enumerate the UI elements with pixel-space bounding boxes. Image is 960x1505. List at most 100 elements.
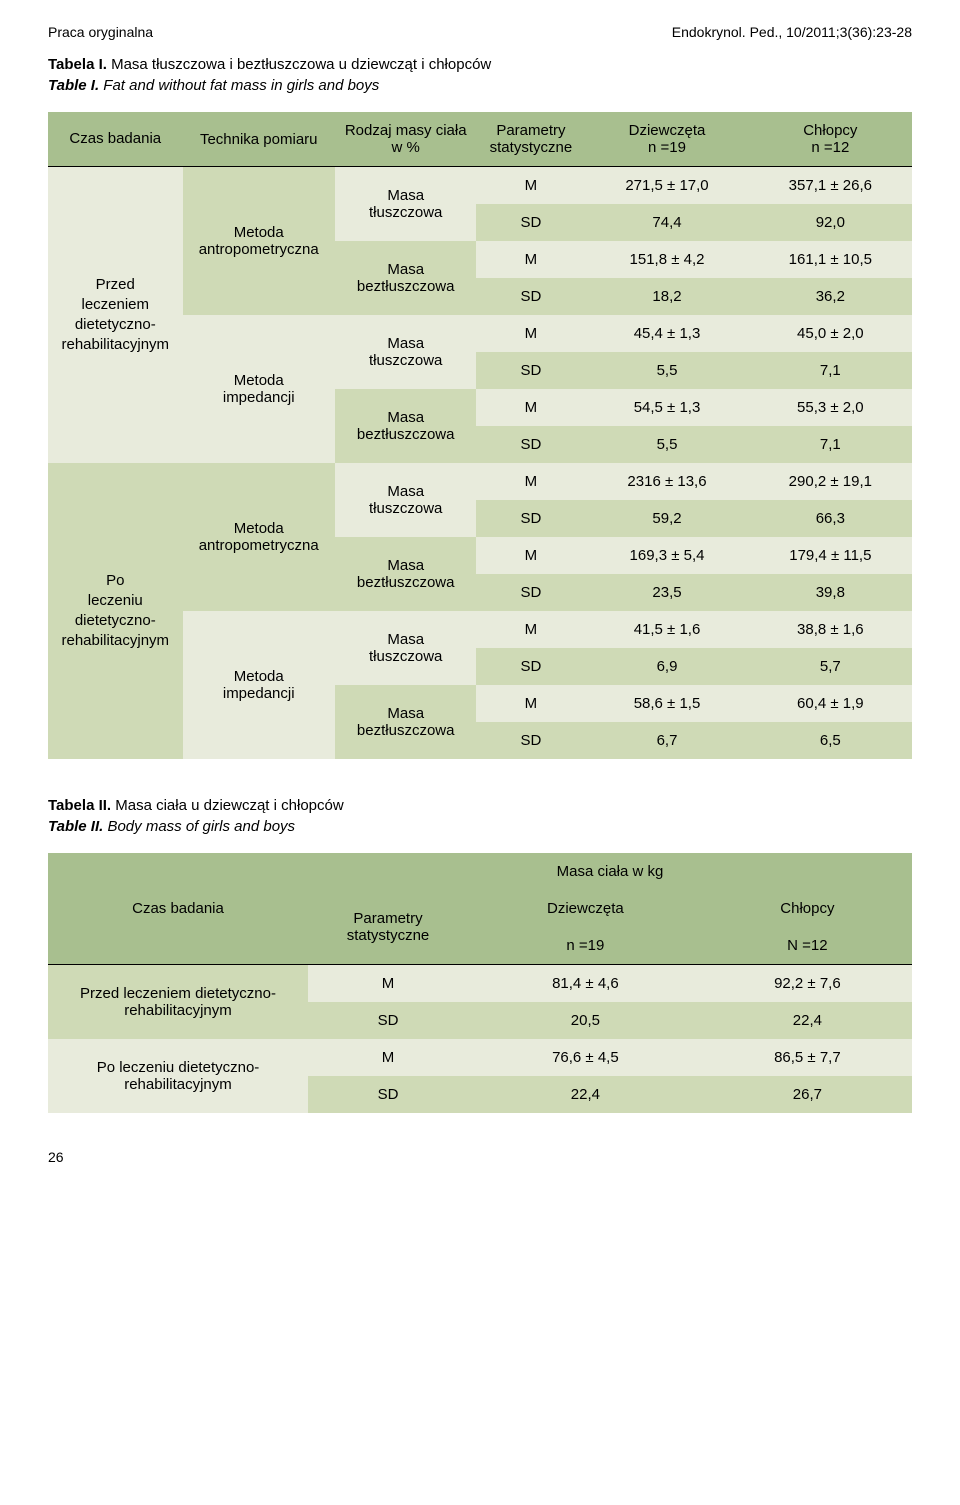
cell-val: 6,5 [749, 722, 912, 759]
th-dz-l1: Dziewczęta [629, 122, 706, 139]
cell-SD: SD [476, 278, 585, 315]
cell-SD: SD [476, 500, 585, 537]
th-dz: Dziewczęta n =19 [585, 112, 748, 167]
cell-M: M [476, 241, 585, 278]
lbl: dietetyczno- [75, 316, 156, 333]
table2-header-row1: Czas badania Masa ciała w kg [48, 853, 912, 890]
lbl: Masa [387, 631, 424, 648]
table1-header-row: Czas badania Technika pomiaru Rodzaj mas… [48, 112, 912, 167]
cell-M: M [308, 965, 468, 1003]
cell-val: 59,2 [585, 500, 748, 537]
cell-metoda-antro: Metoda antropometryczna [183, 463, 335, 611]
cell-val: 6,7 [585, 722, 748, 759]
table1-caption-en-rest: Fat and without fat mass in girls and bo… [99, 77, 379, 94]
cell-val: 45,0 ± 2,0 [749, 315, 912, 352]
lbl: beztłuszczowa [357, 722, 455, 739]
lbl: tłuszczowa [369, 204, 442, 221]
header-left: Praca oryginalna [48, 24, 153, 40]
th-dz-n: n =19 [468, 927, 703, 965]
header-right: Endokrynol. Ped., 10/2011;3(36):23-28 [672, 24, 912, 40]
lbl: impedancji [223, 685, 295, 702]
cell-val: 357,1 ± 26,6 [749, 167, 912, 205]
lbl: leczeniu [88, 592, 143, 609]
cell-val: 76,6 ± 4,5 [468, 1039, 703, 1076]
cell-val: 271,5 ± 17,0 [585, 167, 748, 205]
cell-SD: SD [476, 204, 585, 241]
lbl: Metoda [234, 520, 284, 537]
table2-caption-rest: Masa ciała u dziewcząt i chłopców [111, 797, 344, 814]
cell-val: 2316 ± 13,6 [585, 463, 748, 500]
th-czas: Czas badania [48, 853, 308, 965]
table2-caption: Tabela II. Masa ciała u dziewcząt i chło… [48, 795, 912, 837]
cell-przed: Przed leczeniem dietetyczno- rehabilitac… [48, 167, 183, 464]
th-ch-l1: Chłopcy [803, 122, 857, 139]
cell-val: 38,8 ± 1,6 [749, 611, 912, 648]
cell-val: 20,5 [468, 1002, 703, 1039]
cell-M: M [308, 1039, 468, 1076]
lbl: leczeniem [81, 296, 149, 313]
lbl: Masa [387, 483, 424, 500]
cell-val: 26,7 [703, 1076, 912, 1113]
th-ch: Chłopcy n =12 [749, 112, 912, 167]
cell-val: 169,3 ± 5,4 [585, 537, 748, 574]
th-rodzaj-l1: Rodzaj masy ciała [345, 122, 467, 139]
cell-val: 60,4 ± 1,9 [749, 685, 912, 722]
lbl: rehabilitacyjnym [124, 1002, 232, 1019]
lbl: beztłuszczowa [357, 426, 455, 443]
cell-SD: SD [476, 648, 585, 685]
cell-val: 58,6 ± 1,5 [585, 685, 748, 722]
cell-SD: SD [476, 426, 585, 463]
page-number: 26 [48, 1149, 912, 1165]
lbl: dietetyczno- [75, 612, 156, 629]
cell-masa-bz: Masa beztłuszczowa [335, 685, 477, 759]
cell-przed: Przed leczeniem dietetyczno- rehabilitac… [48, 965, 308, 1040]
cell-masa-tl: Masa tłuszczowa [335, 463, 477, 537]
cell-val: 92,2 ± 7,6 [703, 965, 912, 1003]
lbl: Przed [96, 276, 135, 293]
th-masaciala: Masa ciała w kg [308, 853, 912, 890]
cell-masa-tl: Masa tłuszczowa [335, 167, 477, 242]
cell-val: 161,1 ± 10,5 [749, 241, 912, 278]
cell-val: 22,4 [468, 1076, 703, 1113]
th-rodzaj: Rodzaj masy ciała w % [335, 112, 477, 167]
lbl: Masa [387, 557, 424, 574]
th-rodzaj-l2: w % [392, 139, 420, 156]
cell-masa-bz: Masa beztłuszczowa [335, 537, 477, 611]
cell-val: 290,2 ± 19,1 [749, 463, 912, 500]
cell-val: 55,3 ± 2,0 [749, 389, 912, 426]
lbl: rehabilitacyjnym [124, 1076, 232, 1093]
cell-po: Po leczeniu dietetyczno- rehabilitacyjny… [48, 1039, 308, 1113]
cell-SD: SD [476, 352, 585, 389]
cell-val: 7,1 [749, 426, 912, 463]
cell-SD: SD [476, 722, 585, 759]
cell-masa-tl: Masa tłuszczowa [335, 315, 477, 389]
cell-masa-bz: Masa beztłuszczowa [335, 389, 477, 463]
cell-po: Po leczeniu dietetyczno- rehabilitacyjny… [48, 463, 183, 759]
lbl: rehabilitacyjnym [61, 632, 169, 649]
lbl: Masa [387, 187, 424, 204]
cell-SD: SD [476, 574, 585, 611]
cell-val: 5,5 [585, 426, 748, 463]
table1-caption-bold: Tabela I. [48, 56, 107, 73]
th-param-l1: Parametry [496, 122, 565, 139]
th-ch-n: N =12 [703, 927, 912, 965]
cell-val: 22,4 [703, 1002, 912, 1039]
cell-val: 39,8 [749, 574, 912, 611]
lbl: Metoda [234, 668, 284, 685]
lbl: antropometryczna [199, 241, 319, 258]
cell-val: 81,4 ± 4,6 [468, 965, 703, 1003]
cell-val: 86,5 ± 7,7 [703, 1039, 912, 1076]
lbl: Po leczeniu dietetyczno- [97, 1059, 260, 1076]
table-row: Przed leczeniem dietetyczno- rehabilitac… [48, 965, 912, 1003]
cell-M: M [476, 611, 585, 648]
th-param: Parametry statystyczne [476, 112, 585, 167]
lbl: Masa [387, 261, 424, 278]
cell-val: 5,7 [749, 648, 912, 685]
lbl: Metoda [234, 372, 284, 389]
table-row: Po leczeniu dietetyczno- rehabilitacyjny… [48, 1039, 912, 1076]
lbl: tłuszczowa [369, 648, 442, 665]
lbl: antropometryczna [199, 537, 319, 554]
cell-val: 151,8 ± 4,2 [585, 241, 748, 278]
cell-metoda-antro: Metoda antropometryczna [183, 167, 335, 316]
cell-val: 45,4 ± 1,3 [585, 315, 748, 352]
